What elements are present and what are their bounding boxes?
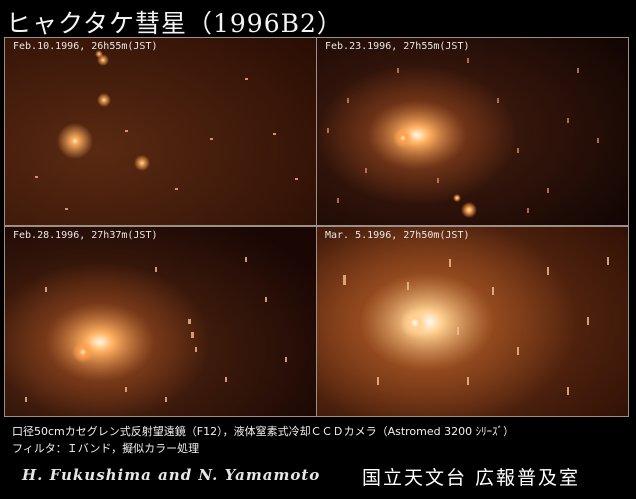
observation-time-label: Feb.23.1996, 27h55m(JST) [325, 41, 470, 52]
comet-photo-feb28: Feb.28.1996, 27h37m(JST) [4, 226, 317, 417]
organization-name: 国立天文台 広報普及室 [362, 467, 581, 489]
observation-time-label: Feb.28.1996, 27h37m(JST) [13, 230, 158, 241]
comet-image [317, 227, 628, 416]
comet-photo-mar5: Mar. 5.1996, 27h50m(JST) [316, 226, 629, 417]
photographer-credit: H. Fukushima and N. Yamamoto [22, 466, 321, 484]
caption-filter: フィルタ：Ｉバンド，擬似カラー処理 [12, 442, 200, 455]
comet-image [317, 38, 628, 225]
image-grid: Feb.10.1996, 26h55m(JST) F [4, 37, 629, 417]
comet-photo-feb10: Feb.10.1996, 26h55m(JST) [4, 37, 317, 226]
comet-image [5, 227, 316, 416]
observation-time-label: Feb.10.1996, 26h55m(JST) [13, 41, 158, 52]
comet-photo-feb23: Feb.23.1996, 27h55m(JST) [316, 37, 629, 226]
comet-image [5, 38, 316, 225]
observation-time-label: Mar. 5.1996, 27h50m(JST) [325, 230, 470, 241]
page-title: ヒャクタケ彗星（1996B2） [6, 9, 343, 38]
caption-equipment: 口径50cmカセグレン式反射望遠鏡（F12），液体窒素式冷却ＣＣＤカメラ（Ast… [12, 425, 515, 438]
